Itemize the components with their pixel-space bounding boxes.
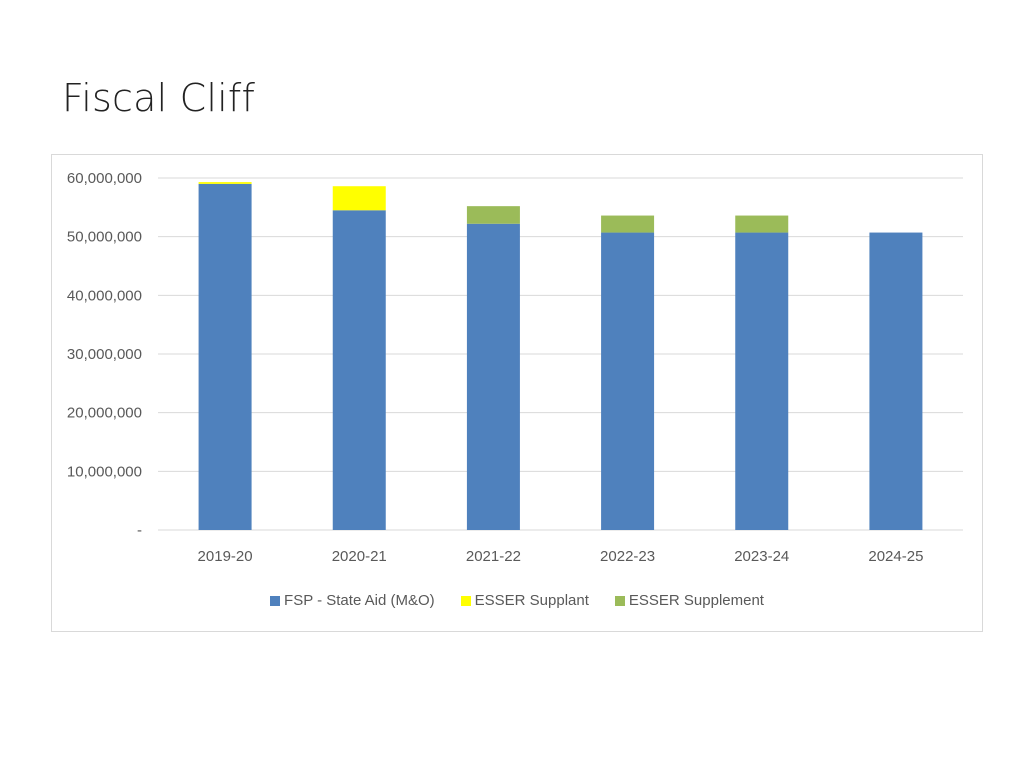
- bar-segment: [466, 206, 520, 224]
- legend-item: ESSER Supplement: [614, 592, 764, 609]
- x-tick-label: 2020-21: [332, 548, 387, 565]
- x-tick-label: 2024-25: [868, 548, 923, 565]
- legend-swatch: [270, 595, 281, 606]
- legend-swatch: [614, 595, 625, 606]
- bar-segment: [601, 215, 655, 233]
- bar-segment: [466, 223, 520, 530]
- y-tick-label: 10,000,000: [67, 463, 142, 480]
- bar-segment: [869, 232, 923, 530]
- legend-swatch: [460, 595, 471, 606]
- legend-label: ESSER Supplant: [474, 592, 589, 609]
- chart-container: - 10,000,000 20,000,000 30,000,000 40,000,00…: [51, 154, 983, 632]
- slide-title: Fiscal Cliff: [62, 76, 256, 120]
- y-tick-label: 30,000,000: [67, 346, 142, 363]
- legend-label: FSP - State Aid (M&O): [284, 592, 435, 609]
- x-tick-label: 2019-20: [198, 548, 253, 565]
- stacked-bar-chart: - 10,000,000 20,000,000 30,000,000 40,000,00…: [67, 170, 963, 565]
- y-tick-label: 60,000,000: [67, 170, 142, 187]
- y-tick-label: 50,000,000: [67, 229, 142, 246]
- y-tick-label: 20,000,000: [67, 405, 142, 422]
- bar-segment: [198, 183, 252, 530]
- legend-label: ESSER Supplement: [628, 592, 764, 609]
- bar-segment: [735, 232, 789, 530]
- legend-item: ESSER Supplant: [460, 592, 589, 609]
- bar-segment: [198, 182, 252, 184]
- bar-segment: [332, 210, 386, 530]
- bar-segment: [332, 186, 386, 211]
- chart-legend: FSP - State Aid (M&O) ESSER Supplant ESSER…: [52, 592, 982, 609]
- y-tick-label: -: [137, 522, 142, 539]
- x-tick-label: 2021-22: [466, 548, 521, 565]
- y-tick-label: 40,000,000: [67, 287, 142, 304]
- x-tick-label: 2023-24: [734, 548, 789, 565]
- bar-segment: [601, 232, 655, 530]
- legend-item: FSP - State Aid (M&O): [270, 592, 435, 609]
- bar-segment: [735, 215, 789, 233]
- x-tick-label: 2022-23: [600, 548, 655, 565]
